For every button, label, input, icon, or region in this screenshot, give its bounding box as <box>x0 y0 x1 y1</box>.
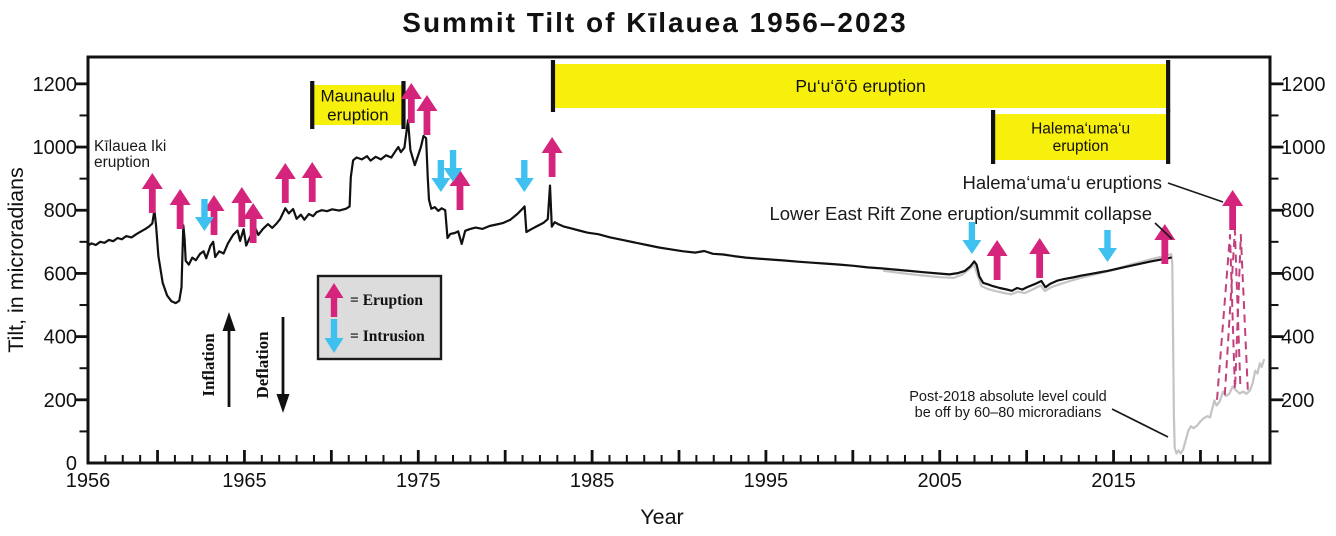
y-tick-label-left: 400 <box>44 327 77 349</box>
intrusion-arrow <box>431 160 451 192</box>
x-tick-label: 1995 <box>744 470 789 492</box>
x-tick-label: 1956 <box>66 470 111 492</box>
uncertain-eruption-spike-dashed <box>1216 233 1236 400</box>
intrusion-arrow <box>1097 230 1117 262</box>
plot-frame <box>86 55 1272 465</box>
post2018-note-text: Post-2018 absolute level could <box>909 389 1107 405</box>
band-label: eruption <box>327 105 388 124</box>
eruption-arrow <box>1154 224 1176 264</box>
eruption-arrow <box>169 189 191 229</box>
down-arrowhead-icon <box>276 394 290 413</box>
x-tick-label: 1985 <box>570 470 615 492</box>
event-arrows <box>141 83 1244 280</box>
chart-title: Summit Tilt of Kīlauea 1956–2023 <box>402 7 907 38</box>
y-tick-label-left: 600 <box>44 263 77 285</box>
eruption-arrow-up-icon <box>324 283 344 317</box>
eruption-arrow <box>231 187 253 227</box>
summit-tilt-secondary-record-line <box>882 253 1266 455</box>
uncertain-eruption-spike-dashed <box>1223 229 1242 396</box>
eruption-arrow <box>274 163 296 203</box>
post2018-note-text: be off by 60–80 microradians <box>915 405 1102 421</box>
inflation-label: Inflation <box>199 333 218 397</box>
y-tick-label-right: 1200 <box>1281 74 1326 96</box>
x-tick-label: 1965 <box>222 470 267 492</box>
intrusion-arrow <box>443 150 463 182</box>
uncertain-eruption-spike-dashed <box>1234 233 1249 390</box>
x-tick-label: 2015 <box>1091 470 1136 492</box>
eruption-arrow <box>301 162 323 202</box>
y-tick-label-right: 200 <box>1281 390 1314 412</box>
band-rect <box>552 64 1169 108</box>
band-label: Maunaulu <box>321 86 396 105</box>
x-tick-label: 2005 <box>917 470 962 492</box>
inflation-indicator: Inflation <box>199 312 236 407</box>
tilt-series <box>86 119 1266 455</box>
intrusion-arrow <box>962 222 982 254</box>
legend: = Eruption = Intrusion <box>316 274 443 361</box>
inflation-deflation-indicator: Inflation Deflation <box>199 312 290 413</box>
y-tick-label-right: 400 <box>1281 327 1314 349</box>
band-label: eruption <box>1053 138 1109 155</box>
legend-item-label: = Intrusion <box>350 328 425 345</box>
band-rect <box>993 114 1169 160</box>
eruption-arrow <box>986 240 1008 280</box>
eruption-arrow <box>416 95 438 135</box>
lerz-label: Lower East Rift Zone eruption/summit col… <box>769 203 1173 240</box>
y-tick-label-left: 0 <box>66 453 77 475</box>
x-tick-label: 1975 <box>396 470 441 492</box>
up-arrowhead-icon <box>222 312 236 331</box>
band-rect <box>312 85 404 125</box>
halemaumau-eruptions-label: Halema‘uma‘u eruptions <box>963 172 1224 203</box>
eruption-arrow <box>242 203 264 243</box>
y-tick-label-right: 600 <box>1281 263 1314 285</box>
y-tick-label-right: 1000 <box>1281 137 1326 159</box>
y-tick-label-right: 800 <box>1281 200 1314 222</box>
band-label: Pu‘u‘ō‘ō eruption <box>795 76 925 96</box>
eruption-arrow <box>400 83 422 123</box>
intrusion-arrow-down-icon <box>324 319 344 353</box>
eruption-arrow <box>141 173 163 213</box>
leader-line <box>1154 222 1173 240</box>
y-tick-label-left: 1200 <box>33 74 78 96</box>
band-puuoo: Pu‘u‘ō‘ō eruption <box>550 60 1171 112</box>
axes: 1956 1965 1975 1985 1995 2005 2015 0 200 400 600 80… <box>33 55 1326 492</box>
summit-tilt-primary-record-line <box>86 119 1173 305</box>
intrusion-arrow <box>194 199 214 231</box>
kilauea-iki-label-text: Kīlauea Iki <box>94 138 166 155</box>
eruption-arrow <box>541 137 563 177</box>
x-axis-title: Year <box>640 505 683 529</box>
halemaumau-eruptions-label-text: Halema‘uma‘u eruptions <box>963 172 1163 193</box>
intrusion-arrow <box>514 160 534 192</box>
eruption-arrow <box>1222 190 1244 230</box>
deflation-label: Deflation <box>253 331 272 399</box>
band-label: Halema‘uma‘u <box>1031 121 1130 138</box>
lerz-label-text: Lower East Rift Zone eruption/summit col… <box>769 203 1152 224</box>
y-axis-title: Tilt, in microradians <box>4 167 28 353</box>
legend-item-label: = Eruption <box>350 292 423 309</box>
deflation-indicator: Deflation <box>253 317 290 413</box>
eruption-arrow <box>449 170 471 210</box>
leader-line <box>1111 408 1169 438</box>
kilauea-iki-label-text: eruption <box>94 154 150 171</box>
y-tick-label-left: 1000 <box>33 137 78 159</box>
eruption-arrow <box>203 195 225 235</box>
leader-line <box>1167 182 1224 203</box>
y-tick-label-left: 200 <box>44 390 77 412</box>
eruption-arrow <box>1029 238 1051 278</box>
y-tick-label-left: 800 <box>44 200 77 222</box>
